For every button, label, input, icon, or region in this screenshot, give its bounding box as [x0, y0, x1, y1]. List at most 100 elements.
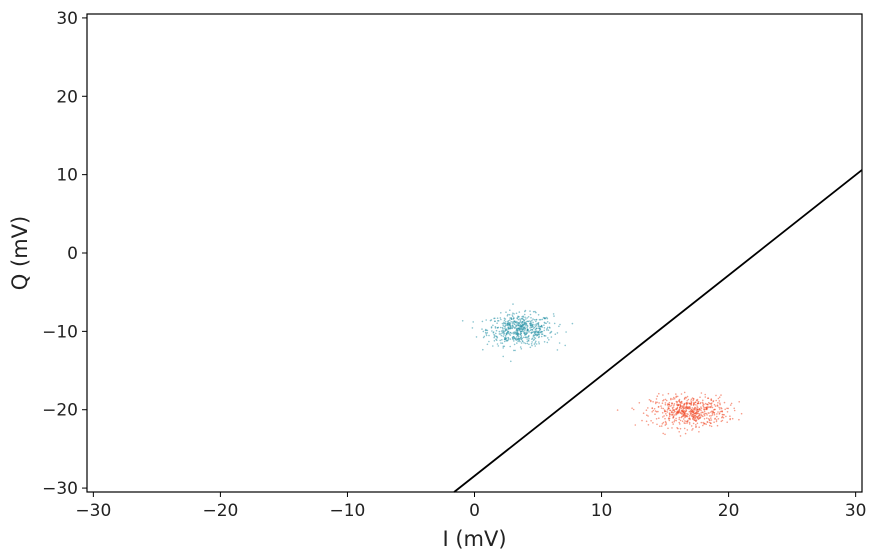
data-point-cluster-1	[532, 310, 535, 313]
x-axis-label: I (mV)	[442, 527, 506, 551]
data-point-cluster-2	[682, 411, 685, 414]
data-point-cluster-2	[664, 410, 666, 413]
data-point-cluster-2	[715, 419, 718, 421]
data-point-cluster-1	[523, 313, 526, 316]
data-point-cluster-2	[654, 402, 657, 405]
data-point-cluster-2	[694, 406, 696, 409]
data-point-cluster-2	[709, 424, 711, 427]
data-point-cluster-1	[516, 334, 519, 337]
data-point-cluster-1	[502, 327, 504, 330]
data-point-cluster-2	[684, 420, 686, 422]
data-point-cluster-1	[471, 327, 474, 329]
data-point-cluster-1	[516, 331, 519, 334]
data-point-cluster-2	[645, 420, 648, 423]
data-point-cluster-1	[529, 346, 532, 349]
data-point-cluster-2	[683, 391, 686, 394]
data-point-cluster-2	[664, 433, 666, 436]
data-point-cluster-2	[712, 400, 714, 403]
data-point-cluster-2	[662, 407, 665, 410]
data-point-cluster-2	[683, 403, 686, 405]
data-point-cluster-2	[679, 419, 682, 422]
data-point-cluster-2	[650, 420, 652, 422]
data-point-cluster-2	[733, 407, 735, 410]
data-point-cluster-2	[683, 427, 686, 430]
decision-boundary-line	[453, 169, 863, 493]
data-point-cluster-2	[656, 423, 658, 426]
data-point-cluster-1	[527, 329, 529, 331]
data-point-cluster-2	[651, 411, 653, 413]
data-point-cluster-2	[696, 422, 699, 425]
lines-layer	[453, 169, 863, 493]
data-point-cluster-1	[517, 338, 519, 341]
data-point-cluster-1	[493, 336, 496, 339]
data-point-cluster-2	[692, 422, 695, 425]
data-point-cluster-1	[513, 313, 515, 315]
data-point-cluster-2	[690, 414, 693, 417]
data-point-cluster-1	[500, 342, 502, 344]
data-point-cluster-2	[711, 412, 714, 415]
ticks-layer: −30 −20 −10 0 10 20 30 −30 −20 −10 0 10 20 30	[42, 9, 866, 521]
data-point-cluster-1	[503, 345, 506, 348]
data-point-cluster-2	[678, 421, 680, 424]
data-point-cluster-1	[505, 324, 508, 326]
data-point-cluster-2	[661, 423, 664, 425]
data-point-cluster-2	[662, 416, 664, 418]
data-point-cluster-1	[534, 337, 537, 340]
data-point-cluster-2	[692, 403, 695, 406]
data-point-cluster-2	[693, 401, 695, 404]
data-point-cluster-2	[716, 424, 719, 427]
data-point-cluster-1	[513, 343, 516, 346]
data-point-cluster-1	[510, 326, 512, 329]
data-point-cluster-2	[653, 408, 656, 410]
data-point-cluster-2	[658, 392, 660, 395]
data-point-cluster-2	[682, 418, 685, 420]
data-point-cluster-2	[700, 392, 703, 394]
data-point-cluster-1	[518, 311, 521, 313]
data-point-cluster-2	[680, 393, 683, 395]
data-point-cluster-1	[485, 333, 488, 335]
data-point-cluster-2	[665, 414, 668, 417]
data-point-cluster-1	[527, 316, 530, 318]
data-point-cluster-1	[535, 340, 537, 343]
data-point-cluster-2	[647, 415, 649, 417]
data-point-cluster-1	[490, 326, 493, 328]
data-point-cluster-1	[526, 332, 528, 334]
data-point-cluster-2	[684, 406, 686, 408]
data-point-cluster-1	[528, 337, 530, 340]
data-point-cluster-2	[699, 417, 701, 419]
data-point-cluster-2	[663, 415, 665, 417]
data-point-cluster-1	[503, 319, 506, 322]
data-point-cluster-1	[519, 320, 522, 323]
data-point-cluster-2	[671, 406, 674, 409]
data-point-cluster-1	[545, 316, 548, 319]
data-point-cluster-2	[664, 403, 667, 406]
data-point-cluster-2	[670, 398, 672, 401]
data-point-cluster-1	[516, 342, 518, 344]
data-point-cluster-2	[666, 411, 669, 413]
data-point-cluster-1	[526, 340, 529, 343]
data-point-cluster-2	[676, 407, 679, 410]
data-point-cluster-1	[512, 321, 514, 324]
data-point-cluster-2	[676, 401, 678, 403]
data-point-cluster-1	[541, 326, 543, 328]
data-point-cluster-2	[657, 410, 659, 413]
data-point-cluster-2	[686, 403, 688, 405]
data-point-cluster-2	[679, 427, 682, 430]
data-point-cluster-2	[718, 400, 721, 402]
data-point-cluster-1	[516, 330, 519, 333]
data-point-cluster-2	[713, 421, 715, 424]
data-point-cluster-2	[711, 406, 714, 409]
data-point-cluster-1	[521, 320, 524, 323]
data-point-cluster-1	[505, 337, 508, 340]
data-point-cluster-2	[723, 401, 726, 404]
data-point-cluster-1	[519, 323, 522, 326]
data-point-cluster-1	[511, 327, 514, 329]
data-point-cluster-2	[692, 399, 694, 402]
data-point-cluster-1	[526, 338, 528, 340]
data-point-cluster-2	[660, 407, 663, 409]
data-point-cluster-2	[659, 425, 661, 428]
data-point-cluster-2	[684, 416, 686, 419]
data-point-cluster-1	[539, 318, 542, 321]
data-point-cluster-1	[513, 331, 516, 333]
data-point-cluster-2	[656, 401, 658, 404]
